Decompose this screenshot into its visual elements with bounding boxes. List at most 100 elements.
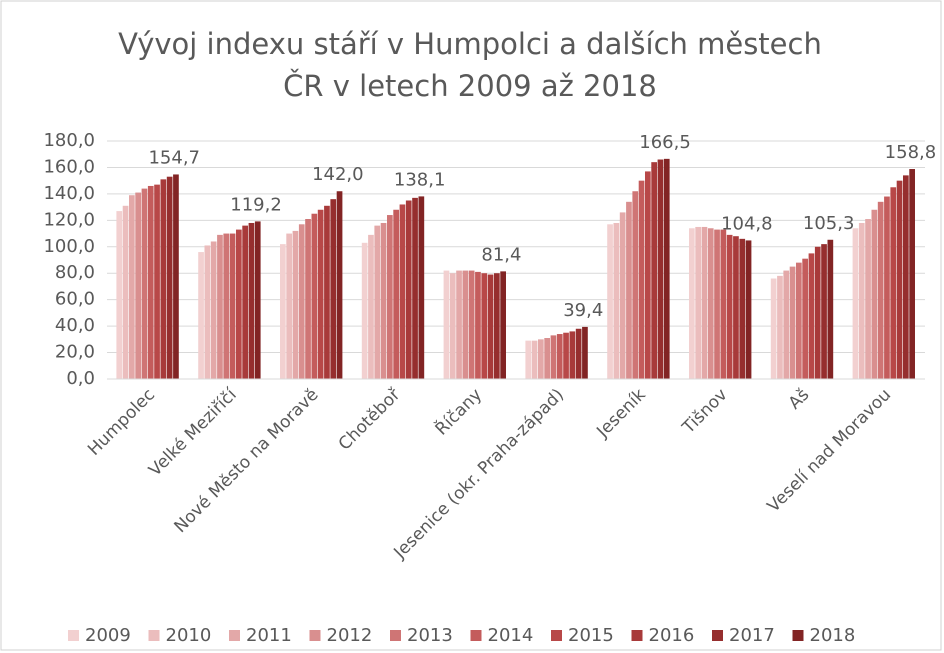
bar <box>217 234 223 379</box>
bar <box>449 273 456 379</box>
bar <box>500 271 506 379</box>
bar <box>777 275 783 379</box>
bar <box>871 209 878 379</box>
bar <box>493 273 500 379</box>
bar <box>254 221 261 379</box>
bar <box>248 222 255 379</box>
chart-title: Vývoj indexu stáří v Humpolci a dalších … <box>118 27 822 61</box>
bar <box>663 158 670 379</box>
bar <box>280 244 286 379</box>
bar <box>154 184 160 379</box>
bar <box>160 179 167 379</box>
legend-swatch <box>390 630 401 641</box>
bar <box>173 174 179 379</box>
bar <box>387 215 393 379</box>
legend-swatch <box>148 630 160 641</box>
bar <box>550 335 557 379</box>
bar <box>783 270 790 379</box>
bar <box>393 209 399 379</box>
bar <box>827 239 834 379</box>
bar <box>475 271 481 379</box>
bar <box>487 274 494 379</box>
y-tick-label: 140,0 <box>43 183 95 204</box>
legend-label: 2012 <box>327 625 373 646</box>
bar <box>689 228 695 379</box>
bar <box>821 244 827 379</box>
bar <box>468 270 475 379</box>
legend-swatch <box>68 630 79 641</box>
bar <box>726 234 733 379</box>
bar <box>368 234 374 379</box>
bar <box>884 196 890 379</box>
data-label: 138,1 <box>394 169 446 190</box>
bar <box>286 233 293 379</box>
bar <box>330 199 337 379</box>
bar <box>613 222 620 379</box>
legend-label: 2011 <box>246 625 292 646</box>
bar <box>198 252 204 379</box>
bar <box>122 205 129 379</box>
bar <box>462 270 469 379</box>
legend-label: 2010 <box>166 625 212 646</box>
y-tick-label: 0,0 <box>66 368 95 389</box>
legend-swatch <box>309 630 321 641</box>
bar <box>210 241 217 379</box>
bar <box>311 213 318 379</box>
bar <box>135 192 142 379</box>
y-tick-label: 120,0 <box>43 209 95 230</box>
legend-label: 2009 <box>85 625 131 646</box>
y-tick-label: 80,0 <box>55 262 95 283</box>
bar <box>707 228 714 379</box>
y-tick-label: 60,0 <box>55 289 95 310</box>
bar <box>116 211 123 379</box>
bar <box>714 229 720 379</box>
legend-label: 2018 <box>810 625 856 646</box>
bar <box>166 176 173 379</box>
bar <box>531 340 538 379</box>
bar <box>418 196 425 379</box>
bar <box>814 246 821 379</box>
y-tick-label: 40,0 <box>55 315 95 336</box>
bar <box>582 326 588 379</box>
chart-title: ČR v letech 2009 až 2018 <box>283 69 657 103</box>
bar <box>569 331 576 379</box>
y-tick-label: 180,0 <box>43 130 95 151</box>
data-label: 104,8 <box>721 213 773 234</box>
bar <box>720 229 727 379</box>
data-label: 119,2 <box>230 194 282 215</box>
bar <box>896 180 903 379</box>
bar <box>796 262 802 379</box>
bar <box>619 212 626 379</box>
bar <box>877 201 884 379</box>
bar <box>808 253 815 379</box>
bar <box>563 332 569 379</box>
legend-swatch <box>551 630 562 641</box>
bar <box>632 191 639 379</box>
y-tick-label: 100,0 <box>43 236 95 257</box>
bar <box>651 162 657 379</box>
bar <box>638 180 645 379</box>
bar <box>204 245 211 379</box>
legend-swatch <box>712 630 723 641</box>
data-label: 39,4 <box>563 300 603 321</box>
data-label: 81,4 <box>481 244 521 265</box>
bar <box>626 201 632 379</box>
bar <box>733 236 739 379</box>
bar <box>336 191 343 379</box>
bar <box>235 229 242 379</box>
legend-label: 2016 <box>649 625 695 646</box>
bar <box>701 226 708 379</box>
bar <box>317 209 324 379</box>
legend-label: 2017 <box>729 625 775 646</box>
bar <box>657 159 664 379</box>
bar <box>456 270 462 379</box>
bar <box>544 338 551 379</box>
data-label: 166,5 <box>639 132 691 153</box>
bar <box>292 230 299 379</box>
bar <box>361 242 368 379</box>
bar <box>229 233 236 379</box>
y-tick-label: 20,0 <box>55 342 95 363</box>
bar <box>525 340 532 379</box>
bar <box>902 175 909 379</box>
